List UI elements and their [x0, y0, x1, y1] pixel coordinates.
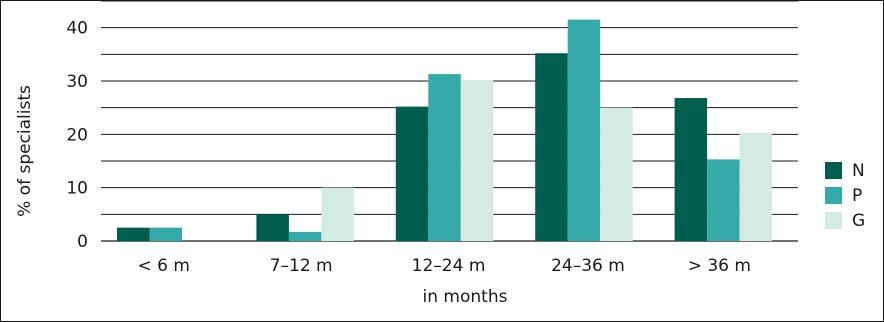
bar-p-2 [428, 74, 461, 241]
bar-n-3 [535, 53, 568, 242]
bars [117, 19, 773, 242]
legend: NPG [825, 161, 865, 231]
bar-p-1 [288, 231, 322, 241]
y-tick-label: 40 [66, 19, 88, 39]
bar-p-3 [567, 19, 601, 241]
legend-label-n: N [852, 161, 865, 181]
bar-g-2 [460, 79, 494, 241]
x-tick-label: 7–12 m [270, 256, 333, 276]
legend-swatch-g [825, 212, 842, 229]
bar-n-4 [674, 98, 708, 241]
bar-p-4 [707, 159, 740, 241]
bar-n-0 [117, 227, 150, 241]
legend-swatch-p [825, 187, 842, 204]
x-tick-label: 24–36 m [551, 256, 625, 276]
bar-n-1 [256, 214, 289, 241]
y-tick-label: 10 [66, 179, 88, 199]
y-tick-label: 0 [77, 232, 88, 252]
legend-swatch-n [825, 162, 842, 179]
bar-g-4 [739, 132, 773, 241]
y-axis-ticks: 0 10 20 30 40 [66, 19, 88, 252]
x-axis-title: in months [423, 287, 508, 307]
x-tick-label: 12–24 m [412, 256, 486, 276]
bar-g-3 [600, 107, 633, 242]
legend-label-g: G [852, 211, 865, 231]
x-tick-label: < 6 m [138, 256, 190, 276]
y-tick-label: 20 [66, 125, 88, 145]
bar-n-2 [395, 106, 429, 241]
y-tick-label: 30 [66, 72, 88, 92]
bar-p-0 [149, 227, 182, 241]
y-axis-title: % of specialists [15, 85, 35, 217]
x-axis-ticks: < 6 m 7–12 m 12–24 m 24–36 m > 36 m [138, 256, 751, 276]
bar-g-1 [321, 187, 354, 241]
legend-label-p: P [852, 186, 862, 206]
x-tick-label: > 36 m [688, 256, 751, 276]
